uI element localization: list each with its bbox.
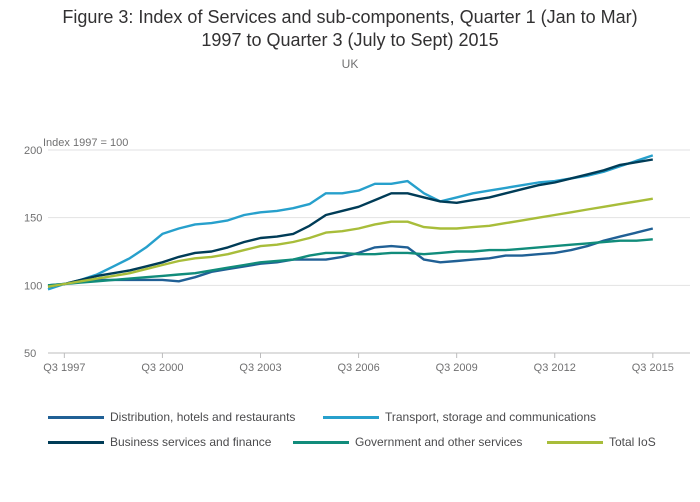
- legend-label: Distribution, hotels and restaurants: [110, 410, 296, 424]
- series-line-1: [47, 154, 654, 291]
- legend-swatch: [48, 440, 104, 444]
- legend-label: Business services and finance: [110, 435, 272, 449]
- series-line-0: [47, 227, 654, 287]
- legend-label: Total IoS: [609, 435, 656, 449]
- legend-item-government[interactable]: Government and other services: [293, 435, 522, 449]
- x-tick-label: Q3 2000: [141, 362, 183, 374]
- x-tick-label: Q3 2012: [534, 362, 576, 374]
- legend-item-total[interactable]: Total IoS: [547, 435, 656, 449]
- legend-item-business[interactable]: Business services and finance: [48, 435, 271, 449]
- chart-title-line-2: 1997 to Quarter 3 (July to Sept) 2015: [201, 30, 499, 50]
- x-tick-label: Q3 2003: [239, 362, 281, 374]
- gridlines: [48, 149, 690, 354]
- x-tick-label: Q3 2015: [632, 362, 674, 374]
- legend-label: Government and other services: [355, 435, 523, 449]
- x-tick-label: Q3 1997: [43, 362, 85, 374]
- y-axis-label: Index 1997 = 100: [43, 137, 128, 149]
- chart-title-line-1: Figure 3: Index of Services and sub-comp…: [62, 7, 638, 27]
- series-line-3: [47, 238, 653, 287]
- legend-item-distribution[interactable]: Distribution, hotels and restaurants: [48, 410, 295, 424]
- x-tick-label: Q3 2009: [436, 362, 478, 374]
- y-tick-label: 150: [24, 213, 42, 225]
- legend-label: Transport, storage and communications: [385, 410, 596, 424]
- legend-item-transport[interactable]: Transport, storage and communications: [323, 410, 596, 424]
- y-tick-label: 100: [24, 280, 42, 292]
- chart-subtitle: UK: [341, 57, 359, 71]
- x-tick-label: Q3 2006: [337, 362, 379, 374]
- legend-swatch: [323, 415, 379, 419]
- series-line-4: [47, 197, 653, 288]
- y-tick-label: 50: [24, 348, 36, 360]
- series-line-2: [47, 158, 653, 288]
- series-lines: [47, 154, 654, 291]
- legend-swatch: [547, 440, 603, 444]
- axes: 50 100 150 200 Q3 1997 Q3 2000 Q3 2003 Q3 2006 Q…: [24, 145, 674, 374]
- legend-swatch: [48, 415, 104, 419]
- y-tick-label: 200: [24, 145, 42, 157]
- chart-legend: Distribution, hotels and restaurants Tra…: [0, 400, 700, 460]
- line-chart: 50 100 150 200 Q3 1997 Q3 2000 Q3 2003 Q3 2006 Q…: [24, 137, 690, 374]
- chart-title: Figure 3: Index of Services and sub-comp…: [0, 6, 700, 52]
- legend-swatch: [293, 440, 349, 444]
